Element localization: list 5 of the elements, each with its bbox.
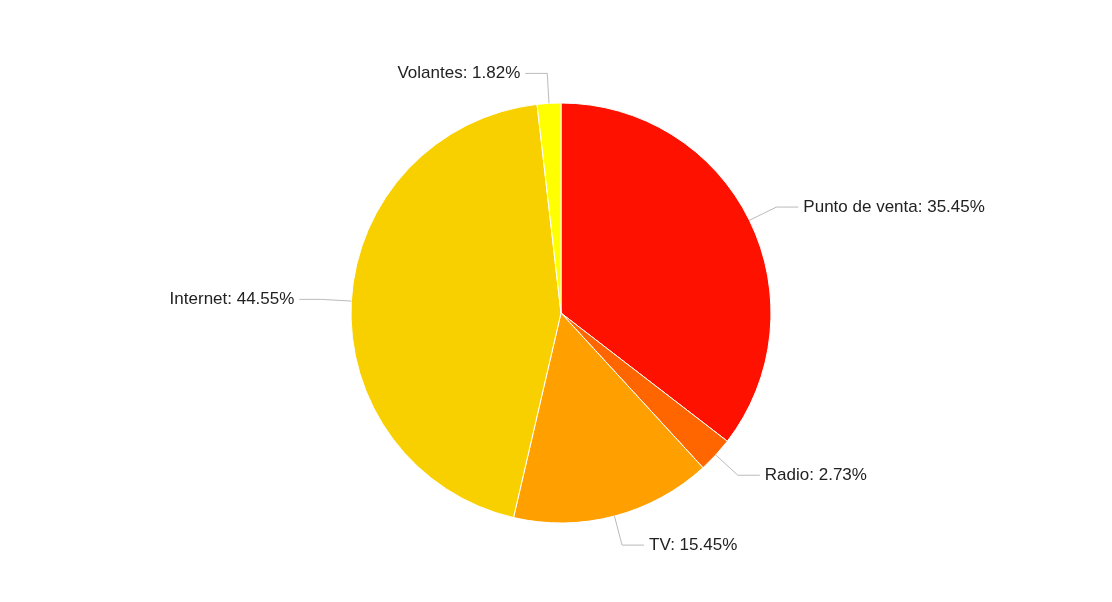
- slice-label: Internet: 44.55%: [169, 289, 295, 309]
- slice-label: Radio: 2.73%: [764, 465, 867, 485]
- slice-label: TV: 15.45%: [649, 535, 738, 555]
- slice-label: Punto de venta: 35.45%: [803, 197, 985, 217]
- slice-label: Volantes: 1.82%: [397, 63, 521, 83]
